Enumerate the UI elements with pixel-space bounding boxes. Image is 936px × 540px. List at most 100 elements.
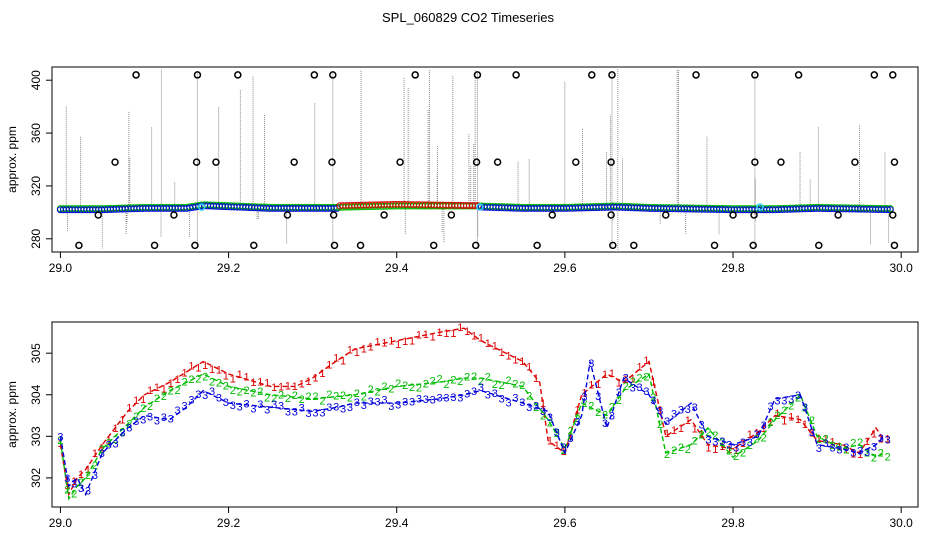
series-marker-3: 3 bbox=[836, 445, 842, 457]
series-marker-1: 1 bbox=[574, 404, 580, 416]
series-marker-1: 1 bbox=[492, 340, 498, 352]
series-marker-2: 2 bbox=[740, 448, 746, 460]
series-marker-2: 2 bbox=[140, 403, 146, 415]
outlier-point bbox=[75, 241, 83, 250]
series-marker-2: 2 bbox=[464, 371, 470, 383]
series-marker-2: 2 bbox=[361, 391, 367, 403]
x-tick-label: 29.0 bbox=[49, 261, 73, 275]
series-marker-1: 1 bbox=[533, 373, 539, 385]
outlier-point bbox=[234, 71, 242, 79]
series-marker-1: 1 bbox=[761, 423, 767, 435]
outlier-point bbox=[749, 241, 757, 250]
series-marker-3: 3 bbox=[416, 393, 422, 405]
series-marker-2: 2 bbox=[678, 442, 684, 454]
series-marker-3: 3 bbox=[361, 400, 367, 412]
series-marker-3: 3 bbox=[485, 389, 491, 401]
y-tick-label: 303 bbox=[29, 426, 43, 446]
series-marker-2: 2 bbox=[57, 435, 63, 447]
series-marker-3: 3 bbox=[457, 392, 463, 404]
top-panel: 29.0 29.2 29.4 29.6 29.8 30.0 280 320 360 400 appr… bbox=[5, 66, 919, 275]
series-marker-2: 2 bbox=[271, 393, 277, 405]
series-marker-1: 1 bbox=[678, 423, 684, 435]
outlier-point bbox=[310, 71, 319, 79]
y-tick-label: 400 bbox=[29, 70, 43, 90]
series-marker-1: 1 bbox=[354, 347, 360, 359]
x-tick-label: 29.2 bbox=[217, 516, 241, 530]
outlier-point bbox=[630, 241, 638, 250]
series-marker-3: 3 bbox=[671, 408, 677, 420]
series-marker-3: 3 bbox=[395, 399, 401, 411]
series-marker-2: 2 bbox=[671, 445, 677, 457]
series-marker-2: 2 bbox=[823, 433, 829, 445]
series-marker-2: 2 bbox=[850, 437, 856, 449]
series-marker-3: 3 bbox=[602, 418, 608, 430]
series-marker-2: 2 bbox=[285, 393, 291, 405]
series-marker-3: 3 bbox=[492, 388, 498, 400]
series-marker-3: 3 bbox=[250, 403, 256, 415]
series-marker-2: 2 bbox=[154, 393, 160, 405]
baseline-point-cyan bbox=[476, 203, 484, 211]
series-marker-3: 3 bbox=[402, 396, 408, 408]
series-marker-3: 3 bbox=[554, 427, 560, 439]
outlier-point bbox=[192, 158, 201, 166]
series-marker-1: 1 bbox=[623, 374, 629, 386]
series-marker-3: 3 bbox=[278, 400, 284, 412]
series-marker-1: 1 bbox=[823, 433, 829, 445]
outlier-point bbox=[447, 211, 456, 219]
series-marker-1: 1 bbox=[767, 417, 773, 429]
series-marker-2: 2 bbox=[864, 448, 870, 460]
series-marker-2: 2 bbox=[457, 376, 463, 388]
series-marker-2: 2 bbox=[312, 391, 318, 403]
series-marker-2: 2 bbox=[643, 372, 649, 384]
series-marker-3: 3 bbox=[657, 406, 663, 418]
series-marker-2: 2 bbox=[754, 433, 760, 445]
series-marker-2: 2 bbox=[774, 410, 780, 422]
series-marker-1: 1 bbox=[306, 376, 312, 388]
outlier-point bbox=[328, 158, 336, 166]
series-line-1 bbox=[59, 327, 885, 497]
series-marker-3: 3 bbox=[754, 429, 760, 441]
series-marker-3: 3 bbox=[733, 442, 739, 454]
outlier-point bbox=[710, 241, 719, 250]
series-marker-1: 1 bbox=[485, 338, 491, 350]
series-marker-1: 1 bbox=[402, 336, 408, 348]
series-marker-3: 3 bbox=[237, 401, 243, 413]
series-marker-1: 1 bbox=[740, 438, 746, 450]
series-marker-1: 1 bbox=[85, 464, 91, 476]
series-marker-1: 1 bbox=[540, 398, 546, 410]
series-marker-3: 3 bbox=[540, 406, 546, 418]
series-marker-3: 3 bbox=[774, 395, 780, 407]
series-marker-3: 3 bbox=[568, 433, 574, 445]
series-marker-3: 3 bbox=[533, 400, 539, 412]
plot-frame bbox=[51, 66, 919, 253]
series-marker-1: 1 bbox=[154, 382, 160, 394]
outlier-point bbox=[411, 71, 419, 79]
series-marker-3: 3 bbox=[685, 404, 691, 416]
outlier-point bbox=[609, 241, 617, 250]
series-marker-3: 3 bbox=[195, 389, 201, 401]
outlier-point bbox=[356, 241, 365, 250]
series-marker-2: 2 bbox=[340, 390, 346, 402]
series-marker-2: 2 bbox=[636, 372, 642, 384]
series-marker-3: 3 bbox=[388, 401, 394, 413]
outlier-point bbox=[473, 71, 482, 79]
series-marker-3: 3 bbox=[719, 436, 725, 448]
series-marker-2: 2 bbox=[512, 379, 518, 391]
series-marker-1: 1 bbox=[843, 445, 849, 457]
series-marker-3: 3 bbox=[57, 432, 63, 444]
series-marker-2: 2 bbox=[395, 378, 401, 390]
series-marker-2: 2 bbox=[478, 376, 484, 388]
series-marker-3: 3 bbox=[168, 414, 174, 426]
series-marker-1: 1 bbox=[278, 381, 284, 393]
series-marker-2: 2 bbox=[423, 379, 429, 391]
series-marker-1: 1 bbox=[657, 404, 663, 416]
series-marker-3: 3 bbox=[464, 388, 470, 400]
series-marker-1: 1 bbox=[285, 381, 291, 393]
series-marker-1: 1 bbox=[885, 433, 891, 445]
y-tick-label: 320 bbox=[29, 176, 43, 196]
series-marker-2: 2 bbox=[223, 381, 229, 393]
series-marker-3: 3 bbox=[409, 396, 415, 408]
series-marker-2: 2 bbox=[388, 383, 394, 395]
series-marker-2: 2 bbox=[168, 385, 174, 397]
